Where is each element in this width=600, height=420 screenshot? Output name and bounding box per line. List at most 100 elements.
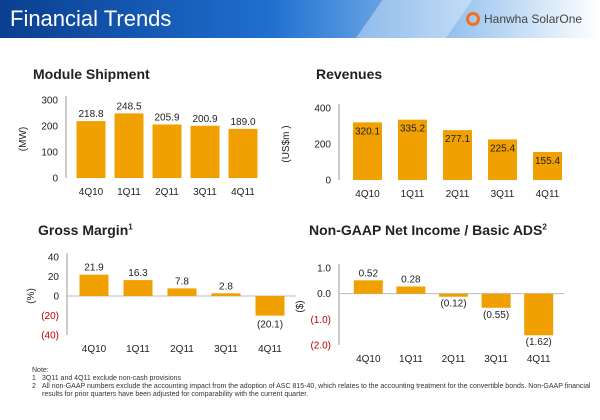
note-text: All non-GAAP numbers exclude the account… <box>42 383 591 398</box>
net-income-title: Non-GAAP Net Income / Basic ADS2 <box>309 222 547 238</box>
bar <box>533 152 562 180</box>
x-category-label: 3Q11 <box>491 189 515 200</box>
y-tick-label: 200 <box>314 140 331 151</box>
data-label: 277.1 <box>445 134 470 145</box>
bar <box>353 122 382 180</box>
note-item-2: 2 All non-GAAP numbers exclude the accou… <box>32 383 592 399</box>
x-category-label: 4Q10 <box>355 189 380 200</box>
x-category-label: 4Q11 <box>527 354 551 365</box>
bar <box>228 128 258 178</box>
data-label: 0.28 <box>401 274 421 285</box>
data-label: 218.8 <box>78 109 103 120</box>
x-category-label: 2Q11 <box>155 187 179 198</box>
x-category-label: 4Q11 <box>536 189 560 200</box>
bar <box>123 280 153 296</box>
y-tick-label: (20) <box>41 311 59 322</box>
x-category-label: 4Q11 <box>231 187 255 198</box>
data-label: 200.9 <box>192 114 217 125</box>
module-shipment-title: Module Shipment <box>33 66 150 82</box>
y-tick-label: 0 <box>325 176 331 187</box>
y-tick-label: (1.0) <box>310 315 331 326</box>
x-category-label: 1Q11 <box>126 344 150 355</box>
x-category-label: 1Q11 <box>401 189 425 200</box>
bar <box>255 296 285 316</box>
note-text: 3Q11 and 4Q11 exclude non-cash provision… <box>42 375 182 382</box>
data-label: 0.52 <box>359 268 379 279</box>
bar <box>481 293 511 308</box>
data-label: (0.12) <box>440 299 466 310</box>
bar <box>76 121 106 178</box>
y-tick-label: 20 <box>48 272 60 283</box>
x-category-label: 2Q11 <box>170 344 194 355</box>
logo-text: Hanwha SolarOne <box>484 12 583 26</box>
notes-heading: Note: <box>32 367 49 374</box>
data-label: (0.55) <box>483 310 509 321</box>
bar <box>353 280 383 294</box>
bar <box>398 119 427 180</box>
data-label: 16.3 <box>128 268 148 279</box>
gross-margin-title-sup: 1 <box>128 222 133 232</box>
data-label: 320.1 <box>355 126 380 137</box>
data-label: 225.4 <box>490 143 515 154</box>
data-label: 155.4 <box>535 156 560 167</box>
note-item-1: 1 3Q11 and 4Q11 exclude non-cash provisi… <box>32 375 592 383</box>
net-income-title-text: Non-GAAP Net Income / Basic ADS <box>309 222 543 238</box>
y-tick-label: 300 <box>41 96 58 107</box>
bar <box>152 124 182 178</box>
data-label: 7.8 <box>175 276 189 287</box>
gross-margin-title-text: Gross Margin <box>38 222 129 238</box>
x-category-label: 4Q11 <box>258 344 282 355</box>
y-tick-label: 0 <box>52 174 58 185</box>
net-income-title-sup: 2 <box>542 222 547 232</box>
bar <box>211 293 241 296</box>
slide-header: Financial Trends <box>0 0 600 38</box>
y-tick-label: 40 <box>48 253 60 264</box>
bar <box>524 293 554 336</box>
data-label: (20.1) <box>257 320 283 331</box>
bar <box>488 139 517 180</box>
x-category-label: 3Q11 <box>214 344 238 355</box>
x-category-label: 1Q11 <box>117 187 141 198</box>
y-tick-label: 1.0 <box>317 264 331 275</box>
y-axis-label: (%) <box>26 288 37 304</box>
x-category-label: 4Q10 <box>82 344 107 355</box>
bar <box>79 274 109 296</box>
footnotes: Note: 1 3Q11 and 4Q11 exclude non-cash p… <box>32 367 592 399</box>
y-axis-label: (MW) <box>18 127 29 151</box>
logo-mark-icon <box>466 12 480 26</box>
module-shipment-title-text: Module Shipment <box>33 66 150 82</box>
data-label: (1.62) <box>526 337 552 348</box>
y-axis-label: ($) <box>295 300 306 312</box>
note-number: 2 <box>32 383 36 390</box>
bar <box>439 293 468 297</box>
y-axis-label: (US$m ) <box>281 125 292 162</box>
y-tick-label: 0 <box>53 292 59 303</box>
x-category-label: 2Q11 <box>446 189 470 200</box>
bar <box>443 130 472 180</box>
data-label: 205.9 <box>154 112 179 123</box>
x-category-label: 2Q11 <box>442 354 466 365</box>
y-tick-label: 100 <box>41 148 58 159</box>
data-label: 189.0 <box>230 117 255 128</box>
x-category-label: 3Q11 <box>193 187 217 198</box>
bar <box>114 113 144 178</box>
bar <box>167 288 197 296</box>
data-label: 21.9 <box>84 263 104 274</box>
x-category-label: 1Q11 <box>399 354 423 365</box>
bar <box>396 286 426 294</box>
company-logo: Hanwha SolarOne <box>466 12 582 26</box>
slide-title: Financial Trends <box>10 6 172 31</box>
bar <box>190 125 220 178</box>
x-category-label: 4Q10 <box>356 354 381 365</box>
x-category-label: 3Q11 <box>484 354 508 365</box>
revenues-title-text: Revenues <box>316 66 383 82</box>
y-tick-label: 400 <box>314 104 331 115</box>
revenues-title: Revenues <box>316 66 382 82</box>
x-category-label: 4Q10 <box>79 187 104 198</box>
gross-margin-title: Gross Margin1 <box>38 222 133 238</box>
data-label: 335.2 <box>400 124 425 135</box>
